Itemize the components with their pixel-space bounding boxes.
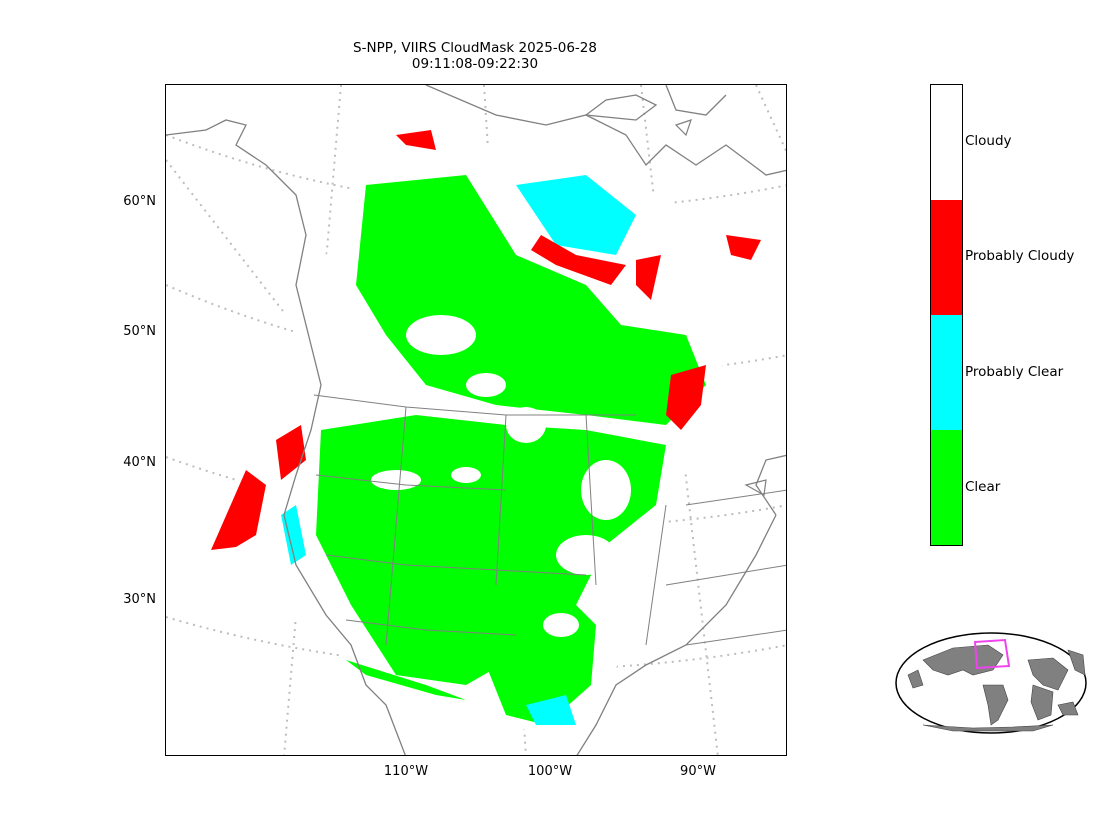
- probably-cloudy-regions: [211, 130, 761, 550]
- lat-label-40n: 40°N: [123, 455, 156, 470]
- legend-swatch-clear: [931, 430, 962, 545]
- map-title: S-NPP, VIIRS CloudMask 2025-06-28 09:11:…: [275, 40, 675, 72]
- map-canvas: [166, 85, 786, 755]
- lat-label-30n: 30°N: [123, 592, 156, 607]
- political-borders: [313, 394, 786, 646]
- legend-swatch-probably-cloudy: [931, 200, 962, 315]
- legend-label-clear: Clear: [965, 479, 1001, 495]
- lon-label-110w: 110°W: [383, 764, 429, 779]
- lakes: [674, 119, 767, 496]
- lat-label-50n: 50°N: [123, 324, 156, 339]
- lat-label-60n: 60°N: [123, 194, 156, 209]
- cloudy-patches: [371, 315, 631, 637]
- meridian-120w: [166, 159, 287, 316]
- inset-canvas: [895, 632, 1087, 734]
- title-line-2: 09:11:08-09:22:30: [411, 56, 539, 72]
- legend-swatch-probably-clear: [931, 315, 962, 430]
- probably-clear-regions: [281, 175, 636, 725]
- lon-label-100w: 100°W: [527, 764, 573, 779]
- legend-colorbar: [930, 84, 963, 546]
- legend-label-probably-cloudy: Probably Cloudy: [965, 248, 1075, 264]
- map-panel: [165, 84, 787, 756]
- parallel-40n: [166, 456, 786, 528]
- parallel-50n: [166, 284, 786, 375]
- legend-label-probably-clear: Probably Clear: [965, 364, 1064, 380]
- coastlines: [166, 85, 786, 755]
- inset-world-map: [893, 630, 1089, 736]
- legend-label-cloudy: Cloudy: [965, 133, 1012, 149]
- lon-label-90w: 90°W: [680, 764, 716, 779]
- legend-swatch-cloudy: [931, 85, 962, 200]
- continents: [907, 644, 1086, 732]
- title-line-1: S-NPP, VIIRS CloudMask 2025-06-28: [353, 40, 597, 56]
- meridian-80w: [755, 85, 786, 154]
- swath-highlight: [973, 638, 1011, 670]
